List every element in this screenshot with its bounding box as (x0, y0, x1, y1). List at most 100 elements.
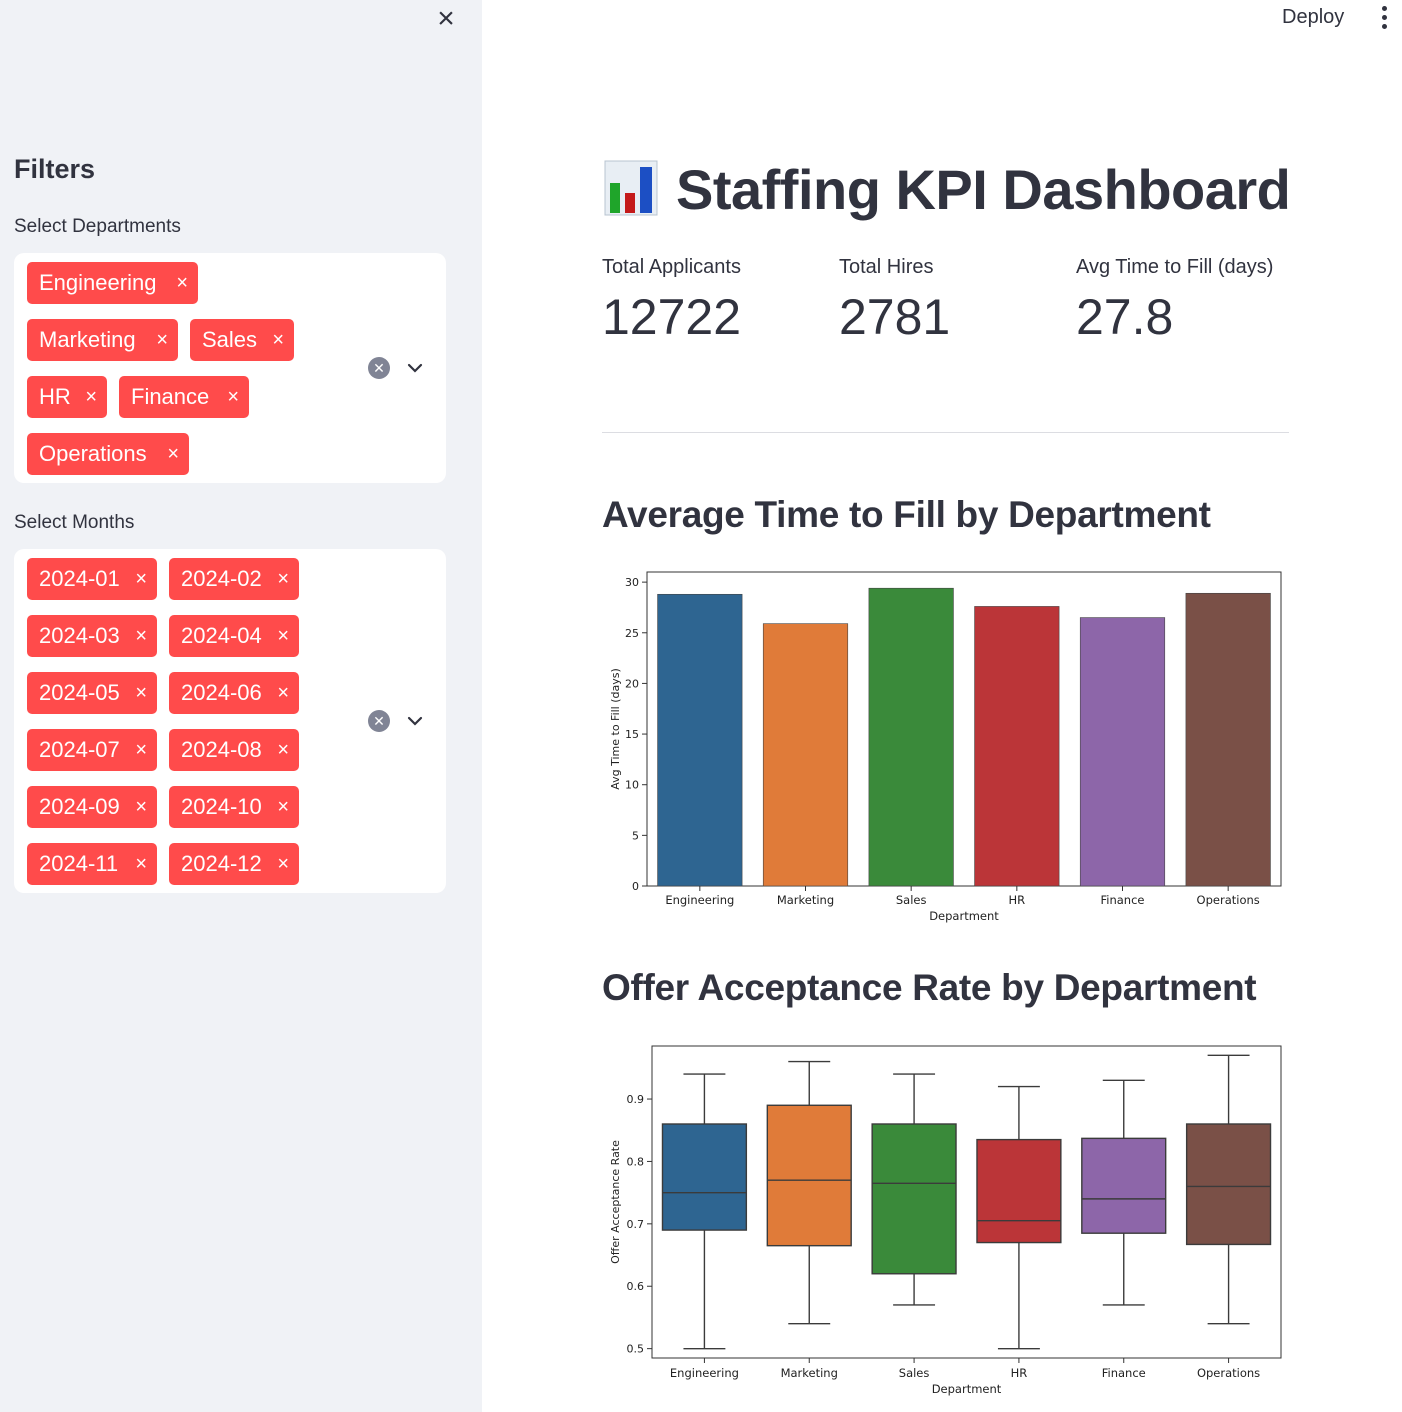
divider (602, 432, 1289, 433)
close-sidebar-icon[interactable]: × (437, 2, 455, 35)
selected-tag[interactable]: Marketing × (27, 319, 178, 361)
tag-label: 2024-07 (39, 737, 120, 762)
tag-label: HR (39, 384, 71, 409)
y-tick-label: 5 (632, 829, 639, 842)
metric-total-hires: Total Hires 2781 (839, 256, 950, 347)
tag-label: 2024-05 (39, 680, 120, 705)
tag-label: 2024-01 (39, 566, 120, 591)
selected-tag[interactable]: 2024-07 × (27, 729, 157, 771)
selected-tag[interactable]: Sales × (190, 319, 294, 361)
section-title-time-to-fill: Average Time to Fill by Department (602, 494, 1211, 535)
x-tick-label: Operations (1197, 1366, 1260, 1380)
selected-tag[interactable]: 2024-05 × (27, 672, 157, 714)
deploy-button[interactable]: Deploy (1282, 6, 1345, 28)
y-tick-label: 30 (625, 576, 639, 589)
y-tick-label: 20 (625, 677, 639, 690)
clear-all-icon[interactable]: ✕ (368, 357, 390, 379)
remove-tag-icon[interactable]: × (277, 568, 289, 590)
box-engineering (661, 1123, 748, 1231)
bar-sales (868, 587, 954, 887)
selected-tag[interactable]: 2024-06 × (169, 672, 299, 714)
remove-tag-icon[interactable]: × (277, 853, 289, 875)
remove-tag-icon[interactable]: × (135, 682, 147, 704)
chevron-down-icon[interactable] (404, 357, 426, 379)
offer-acceptance-box-chart: 0.5 0.6 0.7 0.8 0.9 Engineering Marketing Sales… (609, 1045, 1282, 1396)
metric-value: 2781 (839, 289, 951, 345)
remove-tag-icon[interactable]: × (176, 272, 188, 294)
departments-label: Select Departments (14, 216, 181, 237)
x-tick-label: HR (1009, 893, 1026, 907)
x-tick-label: Marketing (781, 1366, 838, 1380)
selected-tag[interactable]: 2024-02 × (169, 558, 299, 600)
tag-label: 2024-11 (39, 851, 119, 876)
y-tick-label: 0.7 (627, 1218, 645, 1231)
plot-area (651, 1045, 1282, 1359)
remove-tag-icon[interactable]: × (135, 853, 147, 875)
section-title-offer-acceptance: Offer Acceptance Rate by Department (602, 967, 1257, 1008)
selected-tag[interactable]: Engineering × (27, 262, 198, 304)
box-finance (1081, 1137, 1167, 1234)
selected-tag[interactable]: 2024-11 × (27, 843, 157, 885)
tag-label: 2024-12 (181, 851, 262, 876)
remove-tag-icon[interactable]: × (277, 625, 289, 647)
x-tick-label: Finance (1101, 893, 1145, 907)
page-title: Staffing KPI Dashboard (676, 158, 1291, 221)
selected-tag[interactable]: Operations × (27, 433, 189, 475)
filters-title: Filters (14, 154, 96, 184)
remove-tag-icon[interactable]: × (135, 625, 147, 647)
remove-tag-icon[interactable]: × (135, 568, 147, 590)
selected-tag[interactable]: 2024-01 × (27, 558, 157, 600)
x-tick-label: Engineering (670, 1366, 739, 1380)
bar-chart-icon (604, 160, 658, 216)
tag-label: Marketing (39, 327, 136, 352)
remove-tag-icon[interactable]: × (277, 796, 289, 818)
selected-tag[interactable]: 2024-03 × (27, 615, 157, 657)
selected-tag[interactable]: 2024-09 × (27, 786, 157, 828)
metric-label: Avg Time to Fill (days) (1076, 256, 1274, 278)
tag-label: 2024-10 (181, 794, 262, 819)
box-sales (871, 1123, 957, 1275)
plot-area (646, 571, 1282, 887)
x-tick-label: Sales (899, 1366, 930, 1380)
selected-tag[interactable]: HR × (27, 376, 107, 418)
x-tick-label: Marketing (777, 893, 834, 907)
selected-tag[interactable]: 2024-12 × (169, 843, 299, 885)
bar-operations (1185, 592, 1271, 887)
y-axis-label: Avg Time to Fill (days) (609, 668, 622, 790)
selected-tag[interactable]: 2024-04 × (169, 615, 299, 657)
tag-label: Operations (39, 441, 147, 466)
remove-tag-icon[interactable]: × (85, 386, 97, 408)
bar-engineering (657, 593, 743, 887)
tag-label: Sales (202, 327, 258, 352)
metric-avg-time-to-fill: Avg Time to Fill (days) 27.8 (1076, 256, 1273, 347)
metric-label: Total Hires (839, 256, 934, 278)
remove-tag-icon[interactable]: × (272, 329, 284, 351)
more-menu-icon[interactable] (1374, 4, 1394, 30)
box-hr (976, 1138, 1062, 1244)
remove-tag-icon[interactable]: × (135, 796, 147, 818)
months-label: Select Months (14, 512, 135, 533)
x-tick-label: Finance (1102, 1366, 1146, 1380)
bar-finance (1079, 617, 1166, 887)
remove-tag-icon[interactable]: × (167, 443, 179, 465)
months-multiselect[interactable]: ✕ 2024-01 × 2024-02 × 2024-03 × 2024-04 × 2024-0… (14, 549, 446, 893)
remove-tag-icon[interactable]: × (135, 739, 147, 761)
clear-all-icon[interactable]: ✕ (368, 710, 390, 732)
y-axis-label: Offer Acceptance Rate (609, 1140, 622, 1264)
selected-tag[interactable]: Finance × (119, 376, 249, 418)
departments-multiselect[interactable]: ✕ Engineering × Marketing × Sales × HR × Finance… (14, 253, 446, 483)
metric-value: 12722 (602, 289, 742, 345)
remove-tag-icon[interactable]: × (227, 386, 239, 408)
remove-tag-icon[interactable]: × (156, 329, 168, 351)
box-marketing (766, 1104, 852, 1247)
tag-label: 2024-09 (39, 794, 120, 819)
chevron-down-icon[interactable] (404, 710, 426, 732)
remove-tag-icon[interactable]: × (277, 682, 289, 704)
y-tick-label: 0.5 (627, 1343, 645, 1356)
selected-tag[interactable]: 2024-08 × (169, 729, 299, 771)
tag-label: 2024-08 (181, 737, 262, 762)
metric-total-applicants: Total Applicants 12722 (602, 256, 741, 347)
selected-tag[interactable]: 2024-10 × (169, 786, 299, 828)
remove-tag-icon[interactable]: × (277, 739, 289, 761)
x-axis-label: Department (932, 1382, 1002, 1396)
